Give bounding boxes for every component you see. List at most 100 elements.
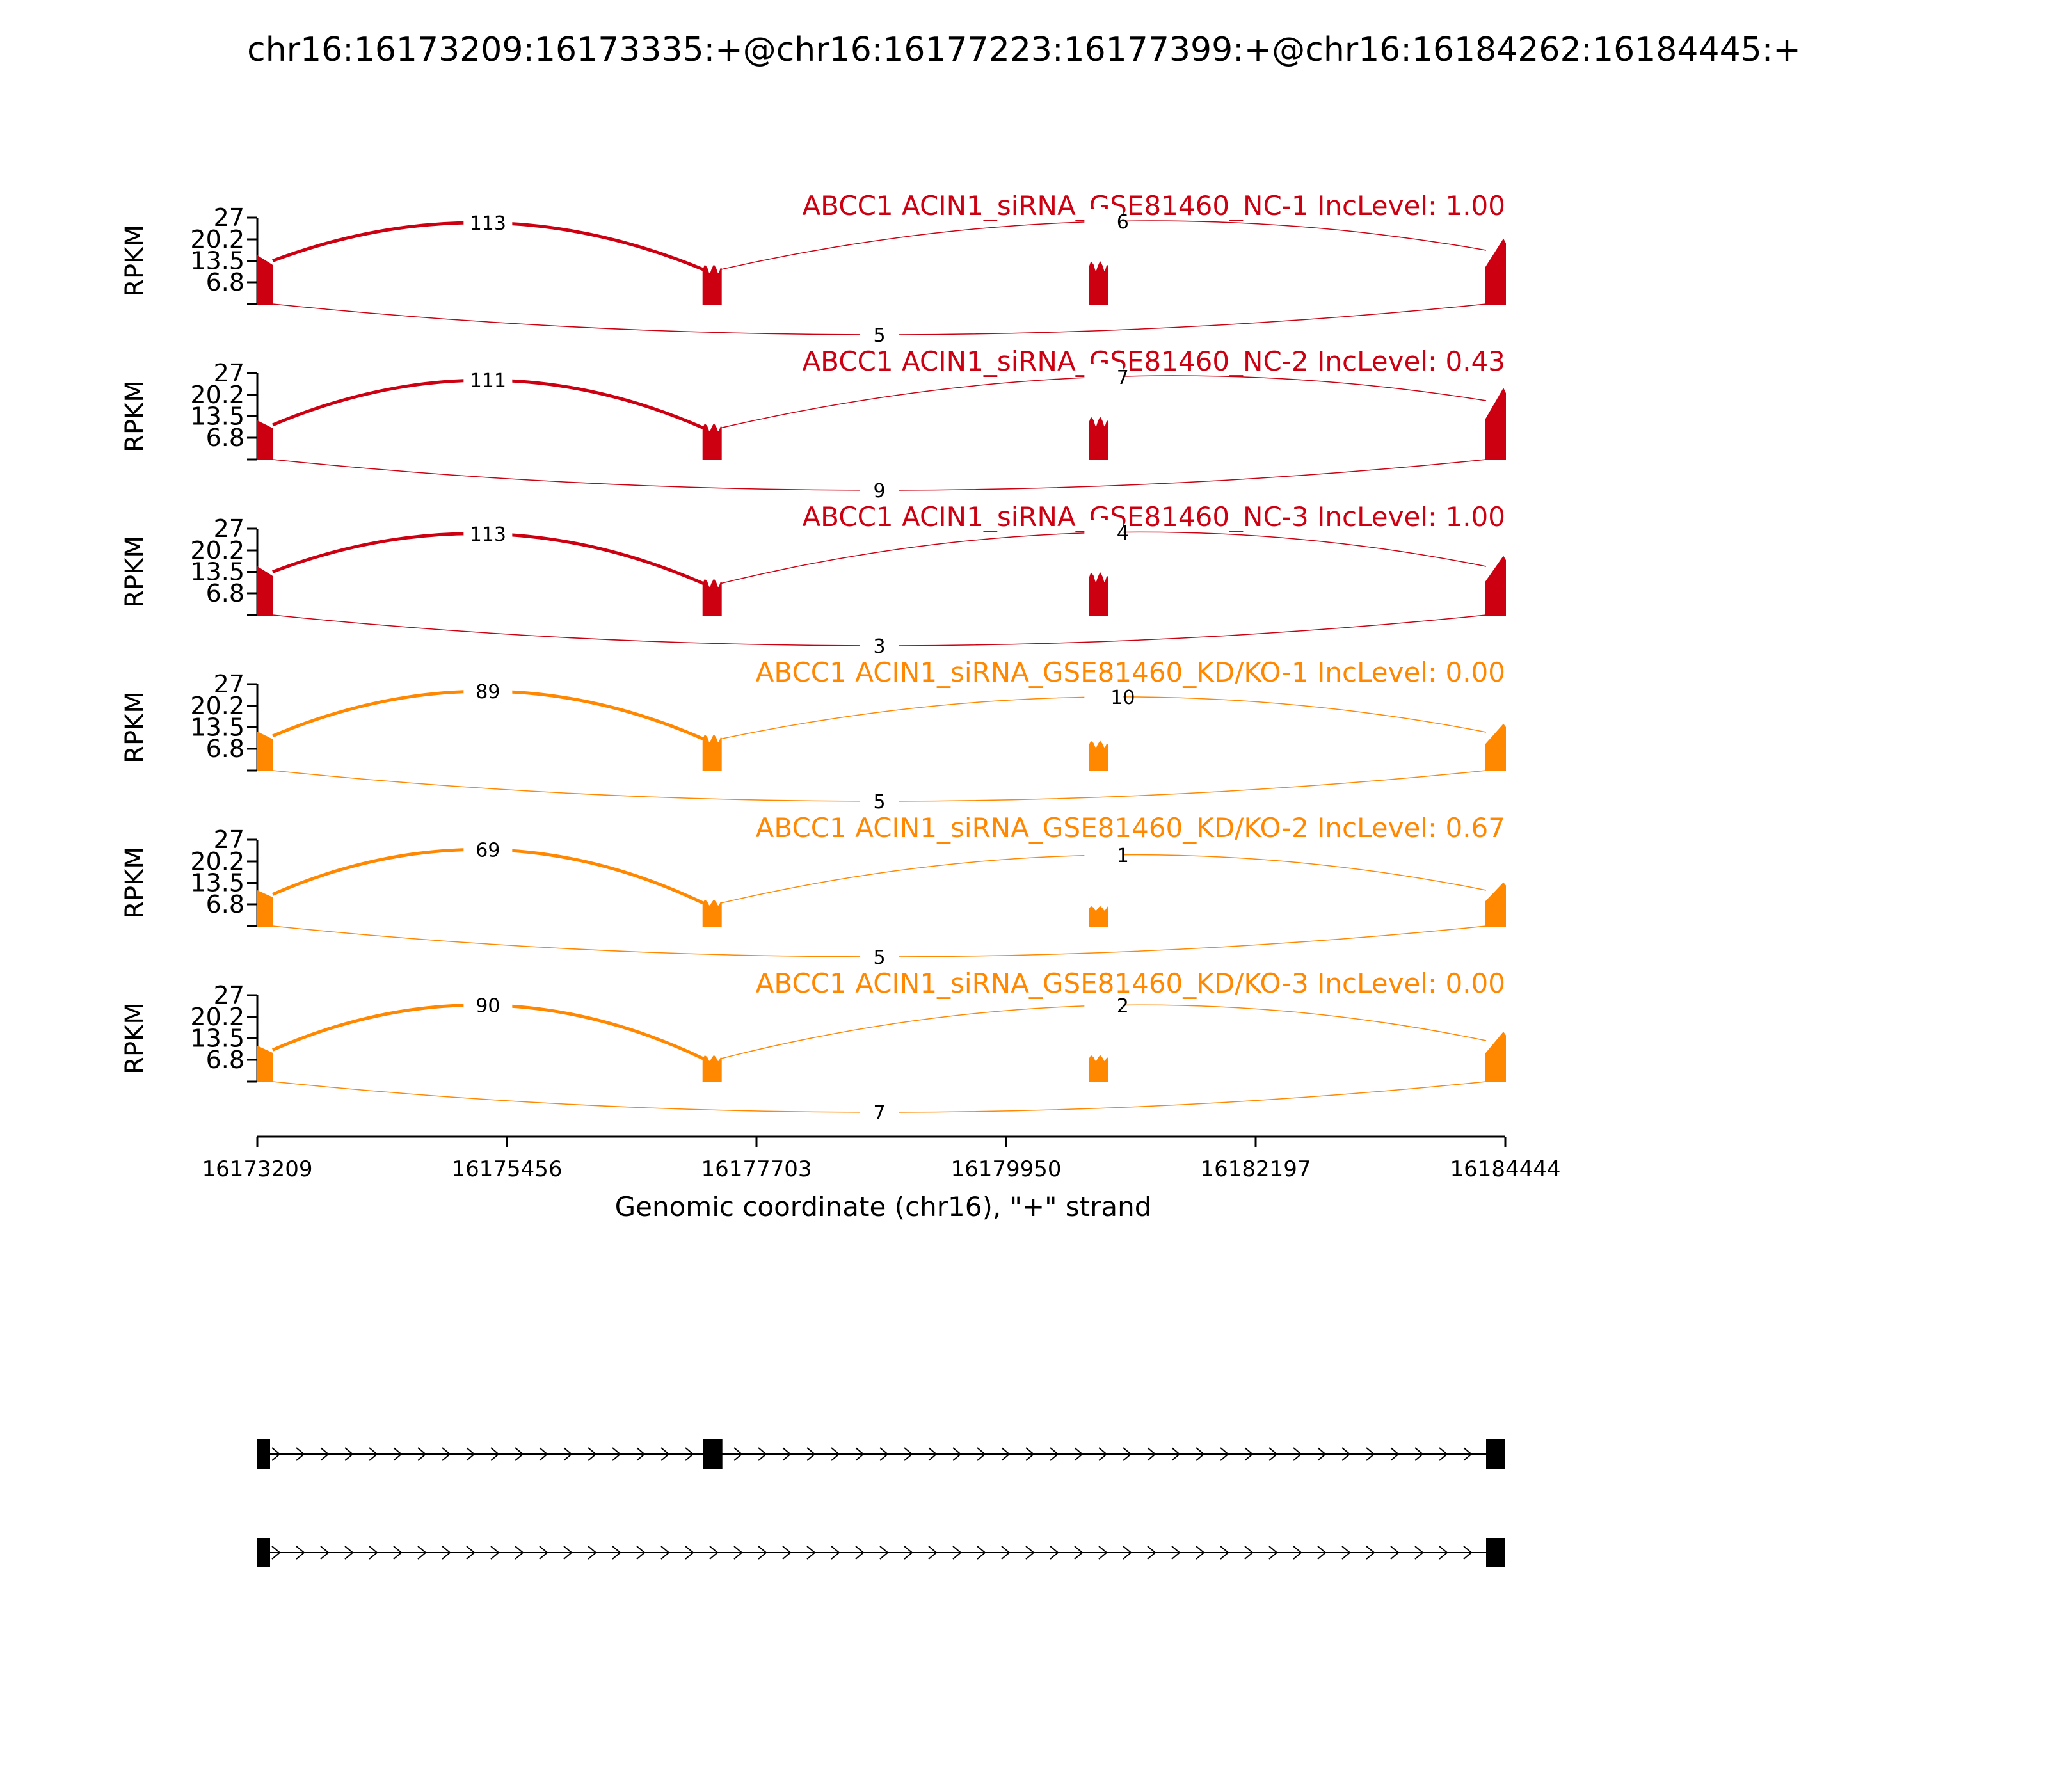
- strand-arrow-icon: [1463, 1447, 1473, 1461]
- junction-label-bg: [463, 210, 513, 236]
- strand-arrow-icon: [539, 1447, 548, 1461]
- strand-arrow-icon: [563, 1447, 573, 1461]
- strand-arrow-icon: [1268, 1447, 1278, 1461]
- strand-arrow-icon: [442, 1447, 451, 1461]
- x-tick-label: 16175456: [451, 1156, 562, 1182]
- y-tick-label: 20.2: [190, 1003, 244, 1031]
- junction-label-bg: [860, 788, 899, 814]
- strand-arrow-icon: [1244, 1447, 1254, 1461]
- strand-arrow-icon: [1341, 1546, 1351, 1560]
- y-tick-label: 20.2: [190, 692, 244, 720]
- x-tick-label: 16179950: [950, 1156, 1061, 1182]
- junction-label-lower: 5: [873, 791, 885, 813]
- x-axis-label: Genomic coordinate (chr16), "+" strand: [615, 1191, 1152, 1222]
- strand-arrow-icon: [612, 1447, 621, 1461]
- y-tick-label: 6.8: [206, 424, 244, 452]
- strand-arrow-icon: [782, 1447, 792, 1461]
- y-tick-label: 13.5: [190, 403, 244, 431]
- exon-coverage-3: [1089, 1055, 1108, 1082]
- strand-arrow-icon: [1366, 1447, 1375, 1461]
- strand-arrow-icon: [636, 1546, 646, 1560]
- strand-arrow-icon: [344, 1447, 354, 1461]
- strand-arrow-icon: [977, 1447, 986, 1461]
- y-tick-label: 6.8: [206, 268, 244, 296]
- exon-coverage-1: [257, 1045, 273, 1082]
- strand-arrow-icon: [466, 1447, 476, 1461]
- strand-arrow-icon: [1317, 1447, 1327, 1461]
- x-axis: 16173209 16175456 16177703 16179950 16182197…: [202, 1135, 1561, 1182]
- exon-coverage-1: [257, 420, 273, 460]
- junction-label-bg: [860, 944, 899, 970]
- junction-label-upper-right: 10: [1110, 687, 1135, 709]
- strand-arrow-icon: [393, 1447, 403, 1461]
- y-tick-label: 13.5: [190, 247, 244, 275]
- exon-coverage-4: [1485, 1031, 1506, 1082]
- junction-label-bg: [463, 678, 513, 704]
- junction-label-upper-right: 7: [1117, 367, 1129, 389]
- strand-arrow-icon: [320, 1546, 330, 1560]
- strand-arrow-icon: [1171, 1447, 1181, 1461]
- exon-coverage-3: [1089, 260, 1108, 305]
- strand-arrow-icon: [1147, 1546, 1156, 1560]
- junction-label-upper-left: 113: [470, 212, 506, 235]
- track-title: ABCC1 ACIN1_siRNA_GSE81460_KD/KO-2 IncLe…: [756, 812, 1505, 844]
- junction-label-upper-left: 89: [476, 681, 500, 703]
- junction-label-upper-right: 6: [1117, 211, 1129, 234]
- strand-arrow-icon: [1074, 1546, 1084, 1560]
- junction-label-bg: [463, 992, 513, 1018]
- strand-arrow-icon: [466, 1546, 476, 1560]
- strand-arrow-icon: [612, 1546, 621, 1560]
- strand-arrow-icon: [1366, 1546, 1375, 1560]
- strand-arrow-icon: [417, 1546, 427, 1560]
- track-title: ABCC1 ACIN1_siRNA_GSE81460_NC-2 IncLevel…: [802, 346, 1505, 377]
- junction-label-bg: [1084, 520, 1123, 545]
- strand-arrow-icon: [709, 1546, 719, 1560]
- exon-coverage-3: [1089, 740, 1108, 771]
- exon-coverage-4: [1485, 723, 1506, 771]
- strand-arrow-icon: [1293, 1447, 1302, 1461]
- strand-arrow-icon: [296, 1546, 305, 1560]
- track-5: ABCC1 ACIN1_siRNA_GSE81460_KD/KO-2 IncLe…: [120, 812, 1506, 970]
- isoform-2: [257, 1538, 1505, 1567]
- y-tick-label: 6.8: [206, 890, 244, 918]
- strand-arrow-icon: [539, 1546, 548, 1560]
- strand-arrow-icon: [515, 1447, 524, 1461]
- y-tick-label: 6.8: [206, 579, 244, 607]
- junction-label-bg: [463, 367, 513, 393]
- track-title: ABCC1 ACIN1_siRNA_GSE81460_NC-3 IncLevel…: [802, 501, 1505, 532]
- exon-coverage-2: [702, 899, 722, 927]
- junction-label-bg: [860, 633, 899, 659]
- junction-label-upper-right: 4: [1117, 522, 1129, 545]
- y-tick-label: 13.5: [190, 714, 244, 742]
- y-tick-label: 20.2: [190, 381, 244, 409]
- track-1: ABCC1 ACIN1_siRNA_GSE81460_NC-1 IncLevel…: [120, 190, 1506, 348]
- strand-arrow-icon: [393, 1546, 403, 1560]
- exon-coverage-1: [257, 890, 273, 927]
- strand-arrow-icon: [1001, 1447, 1011, 1461]
- strand-arrow-icon: [733, 1447, 743, 1461]
- strand-arrow-icon: [1001, 1546, 1011, 1560]
- junction-label-upper-right: 1: [1117, 845, 1129, 867]
- strand-arrow-icon: [1220, 1546, 1229, 1560]
- exon-coverage-4: [1485, 388, 1506, 460]
- junction-label-bg: [463, 521, 513, 547]
- strand-arrow-icon: [1196, 1447, 1205, 1461]
- exon-coverage-2: [702, 264, 722, 305]
- junction-label-bg: [1084, 209, 1123, 234]
- y-tick-label: 13.5: [190, 558, 244, 586]
- y-axis-label: RPKM: [120, 536, 150, 608]
- junction-label-bg: [1084, 684, 1123, 710]
- isoform-exon: [1486, 1538, 1505, 1567]
- strand-arrow-icon: [1268, 1546, 1278, 1560]
- strand-arrow-icon: [1074, 1447, 1084, 1461]
- y-tick-label: 6.8: [206, 1046, 244, 1074]
- strand-arrow-icon: [685, 1447, 694, 1461]
- strand-arrow-icon: [296, 1447, 305, 1461]
- strand-arrow-icon: [1439, 1447, 1448, 1461]
- exon-coverage-1: [257, 255, 273, 305]
- track-6: ABCC1 ACIN1_siRNA_GSE81460_KD/KO-3 IncLe…: [120, 968, 1506, 1125]
- strand-arrow-icon: [417, 1447, 427, 1461]
- strand-arrow-icon: [831, 1546, 840, 1560]
- isoform-exon: [257, 1439, 270, 1469]
- strand-arrow-icon: [928, 1447, 938, 1461]
